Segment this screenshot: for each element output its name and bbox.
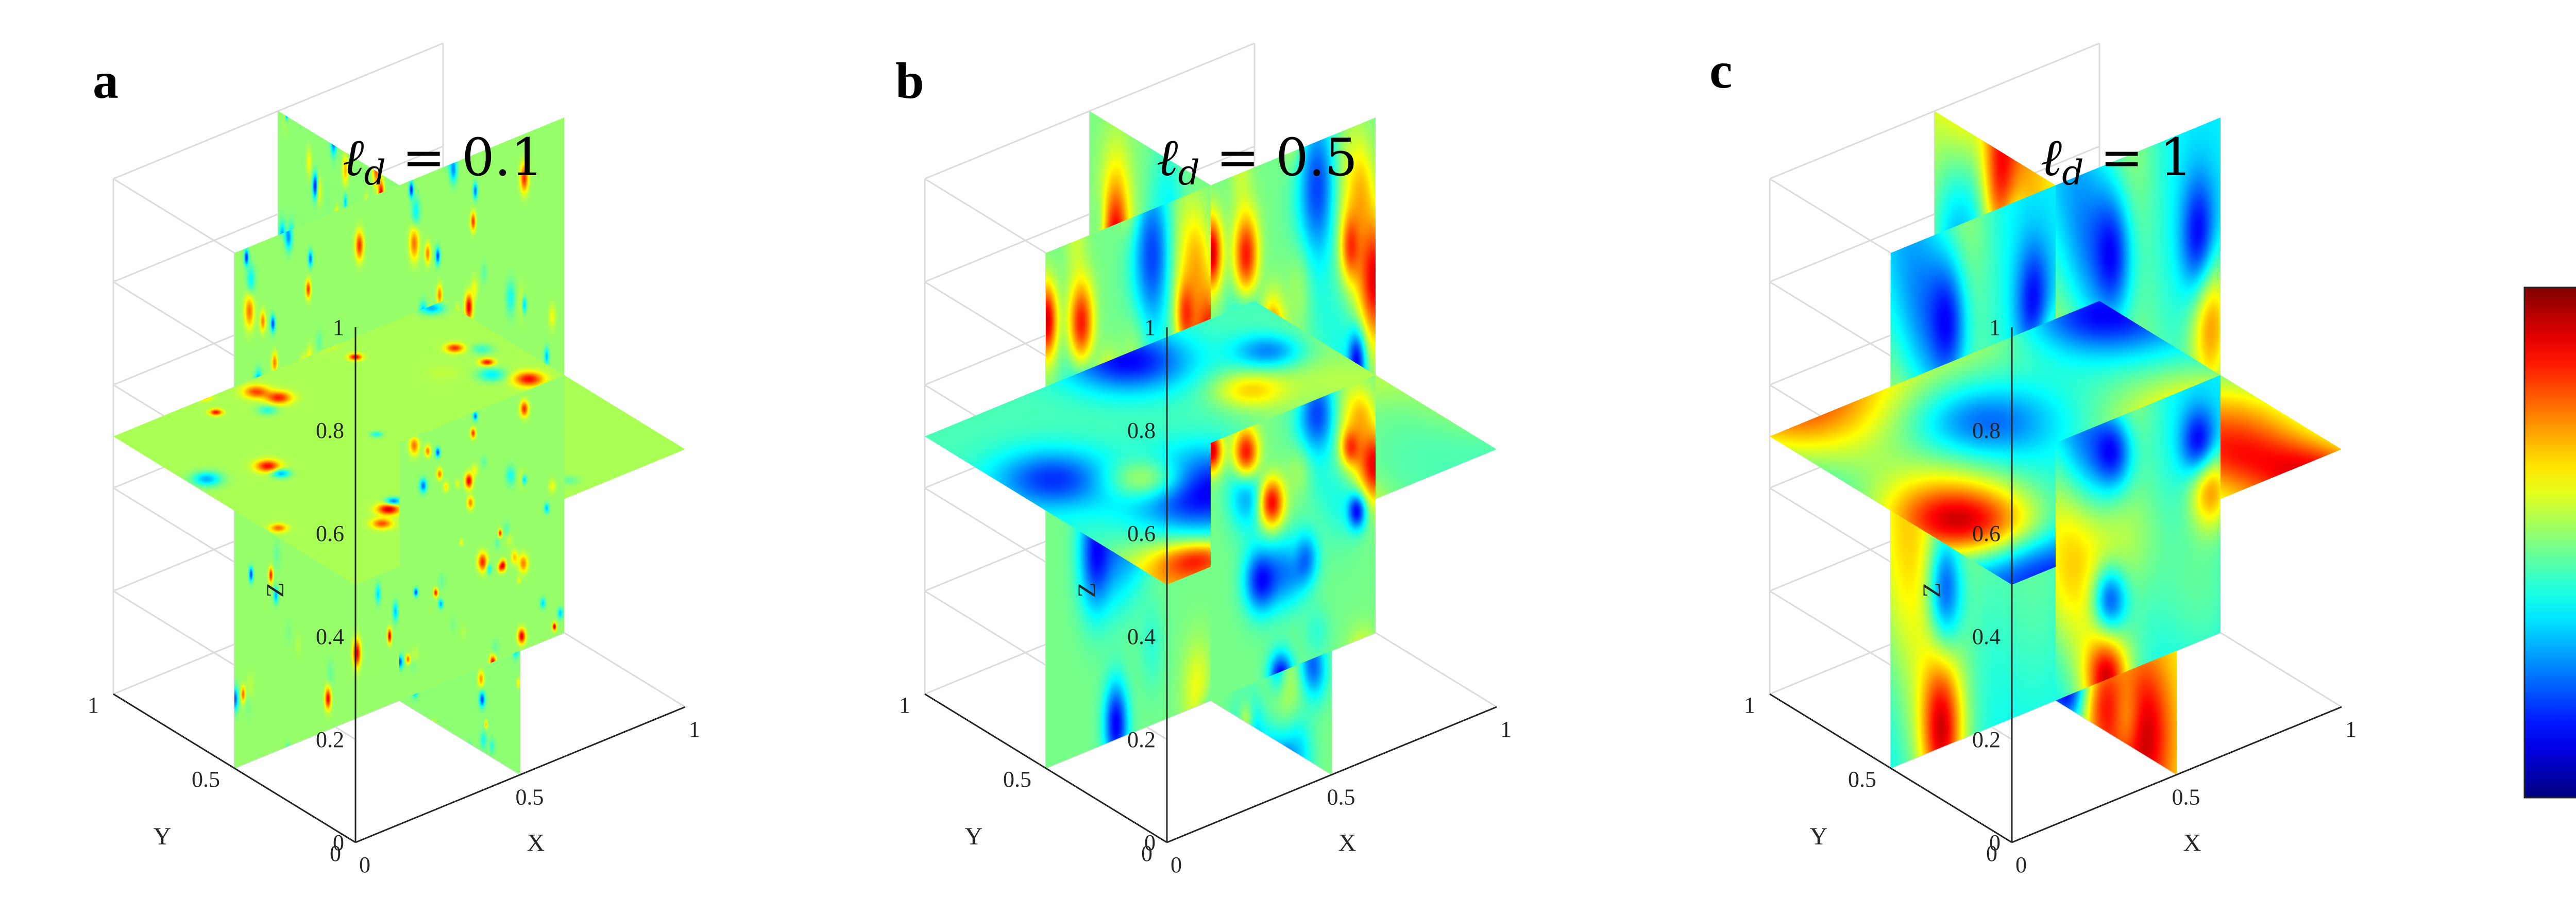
panel-title: ℓd = 0.1 bbox=[343, 127, 544, 193]
z-tick-label: 0.8 bbox=[1972, 418, 2001, 443]
x-tick-label: 0.5 bbox=[516, 785, 544, 810]
x-tick-label: 1 bbox=[689, 717, 700, 742]
title-symbol: ℓ bbox=[1157, 127, 1178, 188]
panel-c: 0 0.2 0.4 0.6 0.8 1 0 0.5 1 0 0.5 1 Z X Yc ℓd = 1 bbox=[1709, 42, 2357, 877]
y-tick-label: 1 bbox=[899, 692, 910, 718]
x-tick-label: 0.5 bbox=[1327, 785, 1355, 810]
x-tick-label: 0 bbox=[2015, 852, 2027, 877]
z-tick-label: 1 bbox=[333, 315, 344, 340]
panel-label: b bbox=[895, 52, 924, 109]
y-tick-label: 1 bbox=[1744, 692, 1755, 718]
y-tick-label: 0 bbox=[1141, 841, 1153, 866]
x-tick-label: 1 bbox=[1500, 717, 1512, 742]
x-tick-label: 0 bbox=[1171, 852, 1182, 877]
z-axis-label: Z bbox=[262, 582, 289, 597]
x-tick-label: 0 bbox=[359, 852, 370, 877]
y-tick-label: 0.5 bbox=[192, 767, 220, 792]
panel-title: ℓd = 1 bbox=[2041, 127, 2193, 193]
z-tick-label: 1 bbox=[1989, 315, 2001, 340]
title-subscript: d bbox=[364, 153, 386, 193]
y-tick-label: 0.5 bbox=[1848, 767, 1876, 792]
x-axis bbox=[355, 706, 686, 843]
y-axis bbox=[1769, 693, 2012, 843]
slice-y-low bbox=[1211, 375, 1376, 701]
z-tick-label: 0.2 bbox=[1127, 727, 1156, 752]
z-tick-label: 0 bbox=[1989, 830, 2001, 855]
z-tick-label: 1 bbox=[1144, 315, 1156, 340]
title-symbol: ℓ bbox=[343, 127, 364, 188]
x-axis bbox=[1166, 706, 1497, 843]
y-tick-label: 0 bbox=[1986, 841, 1997, 866]
slice-y-low bbox=[399, 375, 564, 701]
title-symbol: ℓ bbox=[2041, 127, 2062, 188]
y-tick-label: 0.5 bbox=[1003, 767, 1031, 792]
title-value: = 1 bbox=[2083, 127, 2192, 188]
y-axis bbox=[113, 693, 356, 843]
x-tick-label: 0.5 bbox=[2172, 785, 2200, 810]
z-tick-label: 0.8 bbox=[316, 418, 344, 443]
z-tick-label: 0.4 bbox=[1972, 624, 2001, 649]
y-axis-label: Y bbox=[1810, 823, 1828, 850]
colorbar: 00.20.40.60.81 bbox=[2523, 286, 2576, 799]
z-tick-label: 0.4 bbox=[1127, 624, 1156, 649]
colorbar-gradient bbox=[2523, 286, 2576, 799]
z-tick-label: 0 bbox=[1144, 830, 1156, 855]
title-value: = 0.1 bbox=[386, 127, 544, 188]
z-tick-label: 0.2 bbox=[1972, 727, 2001, 752]
y-tick-label: 0 bbox=[330, 841, 341, 866]
x-tick-label: 1 bbox=[2345, 717, 2357, 742]
panel-title: ℓd = 0.5 bbox=[1157, 127, 1358, 193]
x-axis-label: X bbox=[1338, 830, 1357, 857]
x-axis-label: X bbox=[2183, 830, 2201, 857]
y-tick-label: 1 bbox=[88, 692, 99, 718]
z-tick-label: 0.2 bbox=[316, 727, 344, 752]
z-tick-label: 0 bbox=[333, 830, 344, 855]
z-tick-label: 0.8 bbox=[1127, 418, 1156, 443]
panel-label: c bbox=[1709, 42, 1732, 99]
panel-a: 0 0.2 0.4 0.6 0.8 1 0 0.5 1 0 0.5 1 Z X Ya ℓd = 0.1 bbox=[88, 42, 700, 877]
slice-y-low bbox=[2056, 375, 2221, 701]
z-tick-label: 0.6 bbox=[1127, 521, 1156, 546]
y-axis-label: Y bbox=[154, 823, 172, 850]
z-tick-label: 0.6 bbox=[1972, 521, 2001, 546]
z-axis-label: Z bbox=[1073, 582, 1100, 597]
x-axis-label: X bbox=[527, 830, 545, 857]
panel-b: 0 0.2 0.4 0.6 0.8 1 0 0.5 1 0 0.5 1 Z X Yb ℓd = 0.5 bbox=[895, 42, 1512, 877]
z-tick-label: 0.6 bbox=[316, 521, 344, 546]
y-axis-label: Y bbox=[965, 823, 983, 850]
x-axis bbox=[2011, 706, 2342, 843]
title-subscript: d bbox=[1178, 153, 1200, 193]
title-subscript: d bbox=[2062, 153, 2083, 193]
title-value: = 0.5 bbox=[1200, 127, 1358, 188]
z-axis-label: Z bbox=[1918, 582, 1945, 597]
z-tick-label: 0.4 bbox=[316, 624, 344, 649]
panel-label: a bbox=[93, 52, 118, 109]
y-axis bbox=[924, 693, 1167, 843]
